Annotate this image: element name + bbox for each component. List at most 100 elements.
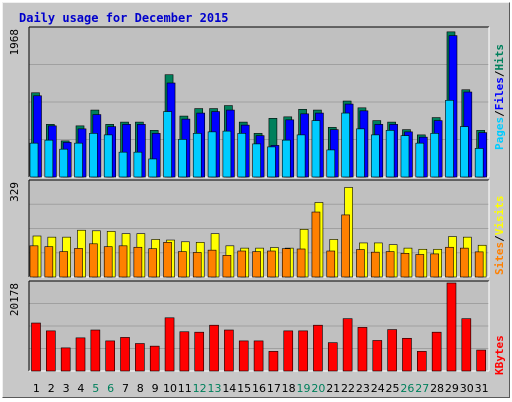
sites-bar [415, 254, 425, 278]
sites-bar [103, 246, 113, 278]
sites-bar [430, 253, 439, 278]
kbytes-bar [90, 329, 101, 372]
sites-bar [118, 245, 128, 278]
x-tick-label: 25 [386, 382, 400, 395]
legend-kbytes: KBytes [493, 335, 506, 375]
legend-visits: Visits [493, 196, 506, 236]
pages-bar [474, 148, 484, 178]
sites-bar [252, 251, 261, 278]
legend-hits-files-pages: Pages/Files/Hits [493, 44, 506, 150]
x-tick-label: 12 [193, 382, 207, 395]
x-tick-label: 4 [77, 382, 84, 395]
x-tick-label: 23 [356, 382, 370, 395]
pages-bar [445, 99, 454, 178]
x-tick-label: 9 [152, 382, 159, 395]
kbytes-bar [179, 331, 190, 372]
x-tick-label: 3 [63, 382, 70, 395]
x-tick-label: 7 [122, 382, 129, 395]
kbytes-bar [461, 318, 472, 372]
pages-bar [103, 134, 113, 178]
kbytes-bar [253, 340, 264, 372]
x-tick-label: 5 [92, 382, 99, 395]
sites-bar [222, 255, 232, 278]
pages-bar [59, 148, 68, 178]
pages-bar [237, 133, 247, 178]
sites-bar [460, 247, 469, 278]
kbytes-bar [46, 330, 56, 372]
pages-bar [311, 120, 321, 178]
sites-bar [326, 250, 336, 278]
x-tick-label: 28 [430, 382, 444, 395]
x-tick-label: 31 [475, 382, 489, 395]
sites-bar [148, 248, 158, 278]
pages-bar [252, 143, 261, 178]
sites-bar [89, 243, 98, 278]
kbytes-bar [209, 324, 219, 372]
pages-bar [163, 111, 172, 178]
x-tick-label: 30 [460, 382, 474, 395]
kbytes-bar [31, 322, 41, 372]
pages-bar [74, 142, 83, 178]
kbytes-bar [372, 340, 383, 372]
kbytes-bar [327, 342, 338, 372]
sites-bar [341, 214, 350, 278]
kbytes-bar [357, 327, 368, 372]
legend-separator: / [493, 70, 506, 77]
kbytes-bar [194, 331, 205, 372]
chart-title: Daily usage for December 2015 [19, 11, 229, 25]
pages-bar [222, 130, 232, 178]
panel-1-max-label: 1968 [8, 29, 21, 56]
x-tick-label: 1 [33, 382, 40, 395]
sites-bar [445, 246, 454, 278]
kbytes-bar [75, 337, 86, 372]
pages-bar [370, 134, 380, 178]
sites-bar [44, 246, 54, 278]
pages-bar [118, 151, 128, 178]
kbytes-bar [135, 343, 145, 372]
pages-bar [460, 126, 469, 178]
kbytes-bar [342, 318, 353, 372]
kbytes-bar [476, 349, 486, 372]
legend-files: Files [493, 77, 506, 110]
sites-bar [356, 249, 365, 278]
sites-bar [59, 251, 68, 278]
kbytes-bar [417, 351, 427, 372]
pages-bar [29, 142, 39, 178]
x-tick-label: 17 [267, 382, 281, 395]
pages-bar [133, 151, 143, 178]
sites-bar [178, 251, 187, 278]
pages-bar [385, 130, 395, 178]
kbytes-bar [105, 340, 115, 372]
legend-hits: Hits [493, 44, 506, 71]
x-tick-label: 27 [415, 382, 429, 395]
pages-bar [178, 139, 187, 178]
pages-bar [341, 112, 350, 178]
pages-bar [267, 146, 276, 178]
sites-bar [74, 248, 83, 278]
pages-bar [400, 135, 410, 178]
kbytes-bar [224, 329, 234, 372]
pages-bar [192, 133, 202, 178]
sites-bar [192, 252, 202, 278]
sites-bar [385, 251, 395, 278]
pages-bar [281, 139, 291, 178]
x-tick-label: 2 [48, 382, 55, 395]
x-tick-label: 24 [371, 382, 385, 395]
kbytes-bar [164, 317, 175, 372]
x-tick-label: 19 [297, 382, 311, 395]
sites-bar [474, 251, 484, 278]
x-tick-label: 21 [326, 382, 340, 395]
kbytes-bar [238, 340, 249, 372]
x-tick-label: 26 [400, 382, 414, 395]
kbytes-bar [298, 330, 308, 372]
kbytes-bar [149, 345, 160, 372]
sites-bar [237, 250, 247, 278]
kbytes-bar [431, 331, 442, 372]
x-tick-label: 8 [137, 382, 144, 395]
panel-3-max-label: 20178 [8, 283, 21, 316]
pages-bar [148, 158, 158, 178]
sites-bar [267, 250, 276, 278]
sites-bar [163, 242, 172, 278]
kbytes-bar [283, 330, 294, 372]
